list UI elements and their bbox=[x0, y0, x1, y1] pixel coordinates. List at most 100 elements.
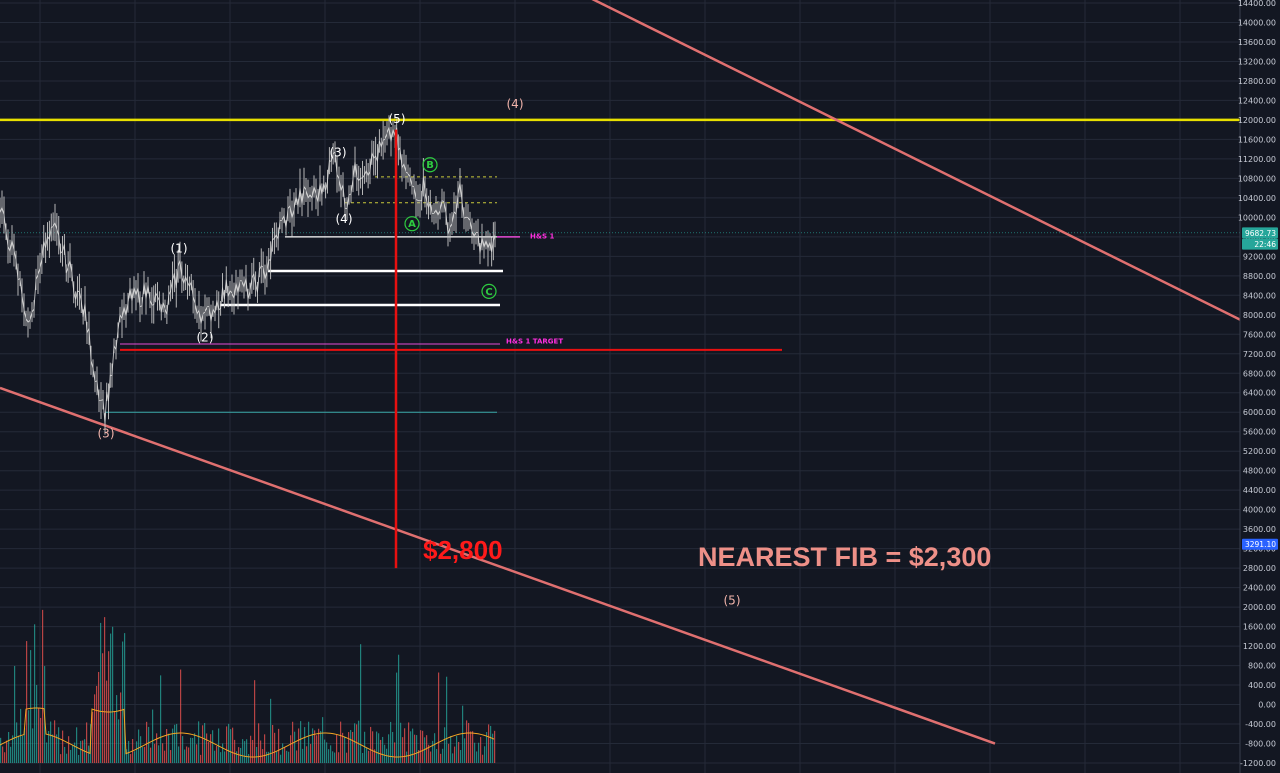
volume-bar bbox=[102, 653, 104, 763]
price-tick-label: 5200.00 bbox=[1243, 447, 1276, 456]
volume-bar bbox=[252, 739, 254, 763]
volume-bar bbox=[50, 721, 52, 763]
volume-bar bbox=[226, 726, 228, 763]
volume-bar bbox=[92, 711, 94, 763]
volume-bar bbox=[96, 685, 98, 763]
price-tick-label: 14400.00 bbox=[1238, 0, 1276, 8]
volume-bar bbox=[0, 737, 2, 763]
volume-bar bbox=[130, 754, 132, 763]
volume-bar bbox=[158, 745, 160, 763]
volume-bar bbox=[94, 694, 96, 763]
volume-bar bbox=[266, 751, 268, 763]
volume-bar bbox=[332, 751, 334, 763]
price-tick-label: 7200.00 bbox=[1243, 350, 1276, 359]
volume-bar bbox=[346, 752, 348, 763]
volume-bar bbox=[282, 743, 284, 763]
volume-bar bbox=[196, 744, 198, 763]
volume-bar bbox=[336, 734, 338, 763]
volume-bar bbox=[178, 746, 180, 763]
volume-bar bbox=[394, 742, 396, 763]
price-tick-label: 400.00 bbox=[1248, 681, 1276, 690]
volume-bar bbox=[306, 746, 308, 763]
abc-circle bbox=[422, 157, 438, 173]
volume-bar bbox=[128, 740, 130, 763]
volume-bar bbox=[42, 609, 44, 763]
volume-bar bbox=[434, 733, 436, 763]
upper-channel bbox=[591, 0, 1241, 321]
grid bbox=[0, 0, 1240, 773]
volume-bar bbox=[198, 721, 200, 763]
volume-bar bbox=[418, 750, 420, 763]
volume-bar bbox=[82, 740, 84, 763]
volume-bar bbox=[312, 728, 314, 763]
volume-bar bbox=[392, 731, 394, 763]
volume-bar bbox=[254, 680, 256, 763]
volume-bar bbox=[420, 730, 422, 763]
price-tick-label: -1200.00 bbox=[1240, 759, 1276, 768]
wave-label: (3) bbox=[98, 427, 115, 441]
volume-bar bbox=[190, 737, 192, 763]
volume-bar bbox=[194, 733, 196, 763]
volume-bar bbox=[268, 751, 270, 763]
price-tick-label: 12800.00 bbox=[1238, 77, 1276, 86]
volume-bar bbox=[200, 754, 202, 763]
volume-bar bbox=[156, 733, 158, 763]
price-tick-label: 9200.00 bbox=[1243, 252, 1276, 261]
volume-bar bbox=[34, 624, 36, 763]
volume-bar bbox=[4, 752, 6, 763]
volume-bar bbox=[318, 728, 320, 763]
volume-bar bbox=[432, 740, 434, 763]
volume-bar bbox=[354, 723, 356, 763]
volume-bar bbox=[164, 750, 166, 763]
volume-bar bbox=[458, 741, 460, 763]
volume-bar bbox=[146, 721, 148, 763]
price-tick-label: 10800.00 bbox=[1238, 174, 1276, 183]
price-tick-label: 2000.00 bbox=[1243, 603, 1276, 612]
volume-bar bbox=[370, 726, 372, 763]
volume-bar bbox=[182, 736, 184, 763]
volume-bar bbox=[28, 710, 30, 763]
volume-bar bbox=[436, 748, 438, 763]
volume-bar bbox=[242, 739, 244, 763]
price-tick-label: -800.00 bbox=[1245, 740, 1276, 749]
volume-bar bbox=[410, 731, 412, 763]
volume-bar bbox=[100, 622, 102, 763]
volume-bar bbox=[168, 733, 170, 763]
price-badge-label: 9682.73 bbox=[1245, 229, 1276, 238]
price-badge-label: 3291.10 bbox=[1245, 540, 1276, 549]
volume-bar bbox=[298, 728, 300, 763]
volume-bar bbox=[22, 735, 24, 763]
volume-bar bbox=[396, 672, 398, 763]
volume-bar bbox=[390, 721, 392, 763]
price-tick-label: 11600.00 bbox=[1238, 135, 1276, 144]
price-axis[interactable]: 14400.00 14000.00 13600.00 13200.00 12800.00… bbox=[1238, 0, 1280, 773]
price-tick-label: 8800.00 bbox=[1243, 272, 1276, 281]
volume-bar bbox=[150, 747, 152, 763]
annotation-tag: H&S 1 bbox=[530, 232, 554, 240]
volume-bar bbox=[224, 751, 226, 763]
volume-bar bbox=[376, 731, 378, 763]
price-tick-label: 1200.00 bbox=[1243, 642, 1276, 651]
volume-bar bbox=[144, 746, 146, 763]
volume-bar bbox=[308, 721, 310, 763]
volume-bar bbox=[406, 751, 408, 763]
volume-bar bbox=[120, 692, 122, 763]
volume-bar bbox=[380, 739, 382, 763]
volume-bar bbox=[286, 750, 288, 763]
volume-bar bbox=[342, 732, 344, 763]
price-tick-label: 6000.00 bbox=[1243, 408, 1276, 417]
volume-bar bbox=[278, 728, 280, 763]
volume-bar bbox=[442, 748, 444, 763]
volume-bar bbox=[258, 723, 260, 763]
volume-bar bbox=[30, 650, 32, 763]
volume-bar bbox=[206, 733, 208, 763]
volume-bar bbox=[388, 734, 390, 763]
volume-bar bbox=[220, 752, 222, 763]
volume-bar bbox=[322, 717, 324, 763]
volume-pane bbox=[0, 609, 496, 763]
price-tick-label: 11200.00 bbox=[1238, 155, 1276, 164]
volume-bar bbox=[138, 729, 140, 763]
price-badge bbox=[1242, 538, 1278, 550]
volume-bar bbox=[58, 727, 60, 763]
